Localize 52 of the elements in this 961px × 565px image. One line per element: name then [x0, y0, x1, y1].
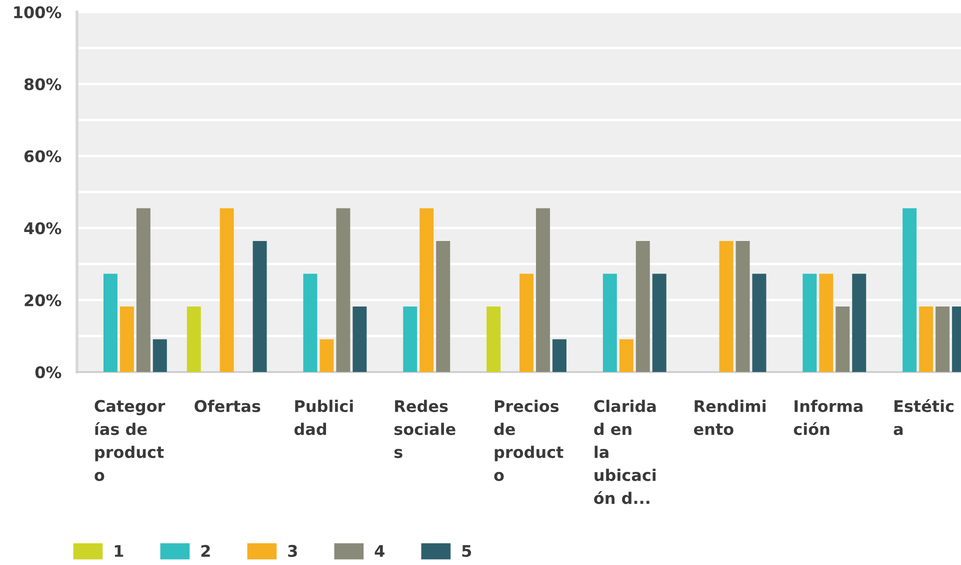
bar	[536, 208, 550, 372]
x-tick-label: Precios de product o	[494, 400, 564, 482]
bar	[352, 306, 367, 372]
bar	[436, 240, 450, 372]
x-tick-label: Categor ías de product o	[94, 400, 166, 482]
bar	[336, 208, 350, 372]
bar	[836, 306, 850, 372]
y-tick-label: 100%	[14, 6, 62, 18]
bar	[719, 240, 734, 372]
x-tick-label: Informa ción	[794, 400, 862, 436]
bar	[636, 240, 650, 372]
x-tick-label: Publici dad	[294, 400, 353, 436]
bar	[652, 274, 666, 372]
x-tick-label: Rendimi ento	[694, 400, 766, 436]
legend-label: 3	[288, 544, 297, 557]
bar	[919, 306, 934, 372]
bar	[619, 339, 634, 372]
bar	[220, 208, 234, 372]
bar	[403, 306, 418, 372]
bar	[420, 208, 434, 372]
bar	[819, 274, 834, 372]
y-tick-label: 0%	[35, 366, 62, 378]
bar	[303, 274, 318, 372]
bar	[320, 339, 334, 372]
bar	[252, 240, 267, 372]
x-tick-label: Clarida d en la ubicaci ón d...	[594, 400, 656, 504]
bar	[902, 208, 917, 372]
bar	[752, 274, 766, 372]
bar	[136, 208, 150, 372]
bar	[602, 274, 617, 372]
y-tick-label: 40%	[24, 222, 62, 234]
bar	[802, 274, 817, 372]
bar	[103, 274, 118, 372]
x-tick-label: Estétic a	[894, 399, 954, 436]
bar	[486, 306, 501, 372]
legend-label: 4	[374, 545, 384, 557]
legend-label: 2	[201, 544, 210, 557]
x-tick-label: Ofertas	[194, 400, 260, 412]
x-tick-label: Redes sociale s	[394, 400, 456, 458]
y-tick-label: 80%	[24, 78, 62, 90]
y-tick-label: 20%	[24, 294, 62, 306]
bar	[186, 306, 201, 372]
bar	[152, 339, 167, 372]
y-tick-label: 60%	[24, 150, 62, 162]
bar	[936, 306, 950, 372]
legend-label: 5	[462, 545, 472, 557]
bar	[852, 274, 866, 372]
bar	[520, 274, 534, 372]
bar	[552, 339, 566, 372]
legend-label: 1	[114, 545, 124, 557]
bar	[120, 306, 134, 372]
bar	[736, 240, 750, 372]
